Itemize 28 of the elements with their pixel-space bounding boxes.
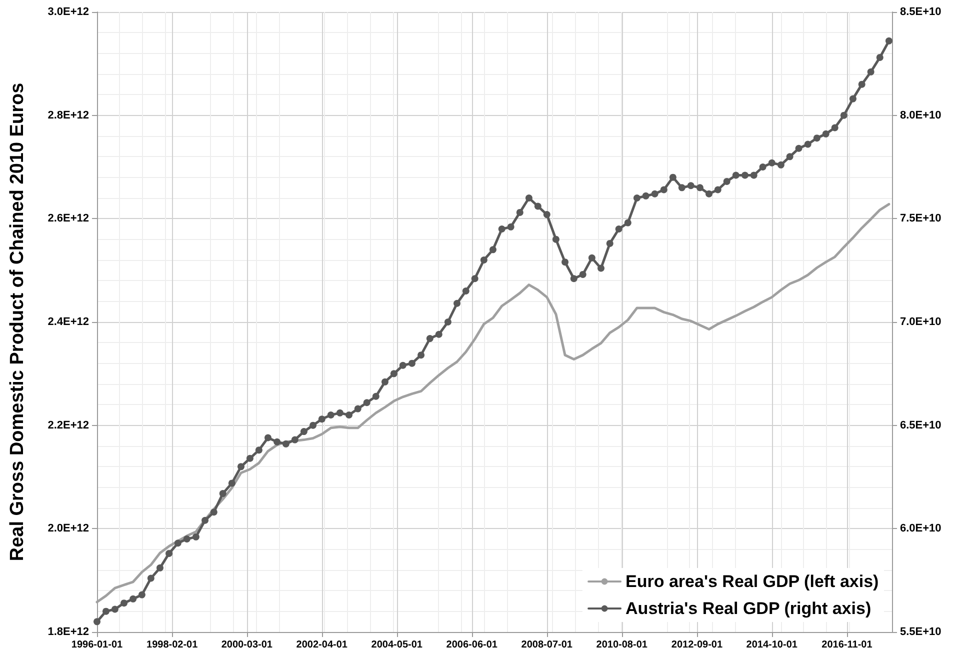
x-tick-label: 2006-06-01	[446, 640, 498, 650]
x-tick-label: 2004-05-01	[371, 640, 423, 650]
x-tick-label: 2002-04-01	[296, 640, 348, 650]
y2-tick-label: 7.0E+10	[900, 316, 942, 328]
y2-tick-label: 8.5E+10	[900, 6, 942, 18]
y-tick-label: 2.6E+12	[48, 212, 89, 225]
x-tick-label: 2010-08-01	[596, 640, 648, 650]
y-tick-label: 1.8E+12	[48, 626, 89, 638]
x-tick-label: 2014-10-01	[746, 640, 798, 650]
x-tick-label: 2016-11-01	[822, 640, 873, 650]
y-axis-title: Real Gross Domestic Product of Chained 2010 Euros	[7, 82, 28, 562]
x-tick-label: 2008-07-01	[521, 640, 573, 650]
x-tick-label: 2000-03-01	[221, 640, 273, 650]
y2-tick-label: 8.0E+10	[900, 109, 942, 122]
y2-tick-label: 6.0E+10	[900, 522, 942, 535]
y-tick-label: 3.0E+12	[48, 6, 89, 18]
y-tick-label: 2.2E+12	[48, 419, 89, 432]
y2-tick-label: 5.5E+10	[900, 626, 942, 638]
y-tick-label: 2.0E+12	[48, 522, 89, 535]
y-tick-label: 2.8E+12	[48, 109, 89, 122]
y2-tick-label: 7.5E+10	[900, 212, 942, 225]
x-tick-label: 1996-01-01	[71, 640, 124, 650]
x-tick-label: 2012-09-01	[671, 640, 723, 650]
legend-label: Euro area's Real GDP (left axis)	[626, 572, 879, 591]
x-tick-label: 1998-02-01	[146, 640, 198, 650]
y2-tick-label: 6.5E+10	[900, 419, 942, 432]
legend-label: Austria's Real GDP (right axis)	[626, 599, 872, 618]
y-tick-label: 2.4E+12	[48, 316, 89, 328]
